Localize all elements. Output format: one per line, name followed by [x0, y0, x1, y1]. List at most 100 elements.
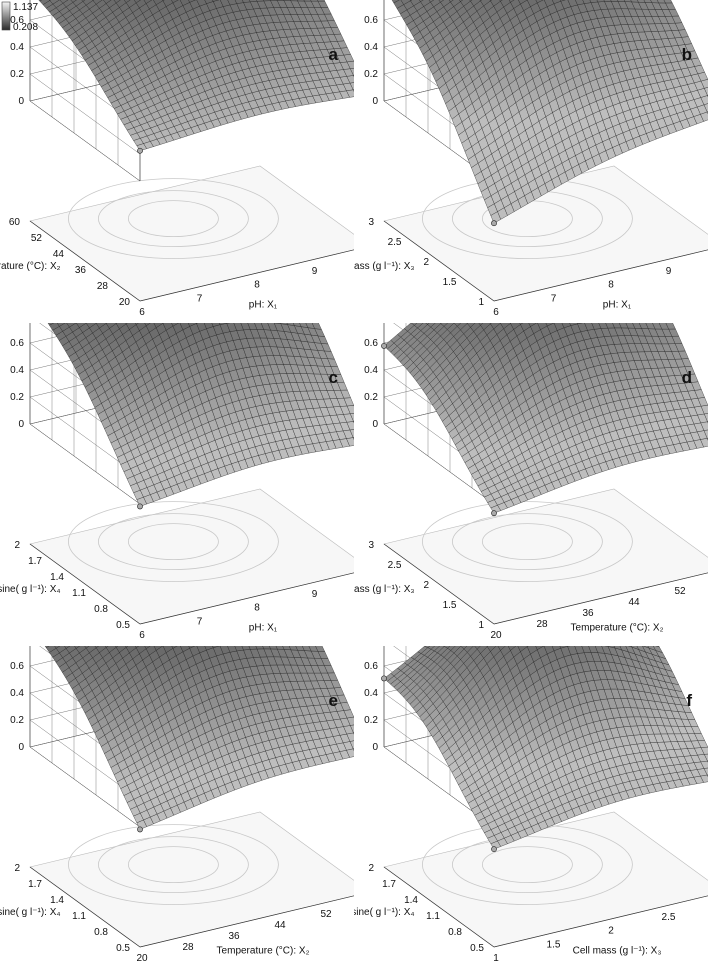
y-tick-label: 2: [14, 863, 20, 874]
x-tick-label: 36: [582, 608, 594, 619]
y-axis-ticks: 0.5 0.8 1.1 1.4 1.7 2: [14, 540, 130, 631]
floor-plane: [383, 811, 708, 948]
y-tick-label: 2: [14, 540, 20, 551]
contour-line: [127, 523, 219, 561]
floor-edges: [29, 543, 354, 625]
x-tick-label: 44: [628, 597, 640, 608]
z-tick-label: 0: [18, 419, 24, 430]
z-axis-label: L-DOPA (g l⁻¹): [0, 646, 1, 685]
panel-label: d: [682, 368, 692, 387]
z-axis-label: L-DOPA (g l⁻¹): [0, 0, 1, 39]
y-axis-ticks: 1 1.5 2 2.5 3: [368, 540, 484, 631]
x-axis-ticks: 678910: [139, 589, 318, 641]
design-point-marker: [491, 510, 497, 517]
z-axis-ticks: 00.20.40.60.811.21.4: [364, 661, 378, 753]
x-tick-label: 9: [312, 266, 318, 277]
z-tick-label: 0: [18, 96, 24, 107]
x-tick-label: 7: [197, 616, 203, 627]
x-tick-label: 8: [254, 603, 260, 614]
contour-line: [67, 824, 279, 906]
z-tick-label: 0.6: [364, 661, 378, 672]
y-tick-label: 20: [119, 297, 131, 308]
design-point-marker: [491, 220, 497, 227]
z-axis-label: L-DOPA (g l⁻¹): [354, 0, 355, 39]
z-axis-label: L-DOPA (g l⁻¹): [0, 323, 1, 362]
floor-edges: [29, 220, 354, 302]
y-tick-label: 0.5: [470, 943, 484, 954]
surface-plot-c: 00.20.40.60.811.21.46789100.50.81.11.41.…: [0, 323, 354, 641]
x-tick-label: 52: [674, 586, 686, 597]
surface-panel-e: 00.20.40.60.811.21.42028364452600.50.81.…: [0, 646, 354, 969]
panel-label: e: [329, 691, 338, 710]
response-surface: [44, 646, 354, 830]
x-tick-label: 8: [254, 280, 260, 291]
z-tick-label: 0.2: [364, 715, 378, 726]
y-tick-label: 52: [31, 233, 43, 244]
design-point-marker: [137, 503, 143, 510]
y-tick-label: 2: [423, 257, 429, 268]
surface-panel-f: 00.20.40.60.811.21.411.522.530.50.81.11.…: [354, 646, 708, 969]
response-surface: [391, 0, 708, 224]
y-tick-label: 2.5: [388, 237, 402, 248]
x-tick-label: 20: [136, 953, 148, 964]
contour-line: [67, 178, 279, 260]
y-tick-label: 0.8: [94, 604, 108, 615]
z-tick-label: 0.2: [364, 392, 378, 403]
y-axis-label: L-tyrosine( g l⁻¹): X₄: [0, 584, 61, 595]
y-tick-label: 1.1: [72, 911, 86, 922]
z-tick-label: 0.4: [364, 688, 378, 699]
floor-plane: [29, 165, 354, 302]
y-axis-label: L-tyrosine( g l⁻¹): X₄: [354, 907, 415, 918]
surface-plot-a: 00.20.40.60.811.21.4678910202836445260L-…: [0, 0, 354, 318]
z-tick-label: 0.6: [10, 661, 24, 672]
x-tick-label: 2.5: [662, 912, 676, 923]
floor-plane: [29, 488, 354, 625]
x-axis-label: pH: X₁: [249, 300, 278, 311]
colorbar-max-label: 1.137: [13, 2, 38, 13]
response-surface: [38, 0, 354, 151]
z-tick-label: 0.4: [10, 688, 24, 699]
floor-edges: [383, 220, 708, 302]
y-axis-label: Temperature (°C): X₂: [0, 261, 61, 272]
z-tick-label: 0.4: [10, 365, 24, 376]
x-tick-label: 6: [139, 307, 145, 318]
z-tick-label: 0.4: [364, 42, 378, 53]
design-point-marker: [491, 846, 497, 853]
z-tick-label: 0.6: [364, 338, 378, 349]
y-tick-label: 1.4: [50, 895, 64, 906]
z-tick-label: 0.4: [10, 42, 24, 53]
z-tick-label: 0.2: [10, 392, 24, 403]
z-tick-label: 0.2: [10, 69, 24, 80]
x-tick-label: 6: [139, 630, 145, 641]
response-surface: [47, 323, 354, 507]
design-point-marker: [137, 147, 143, 154]
surface-plot-e: 00.20.40.60.811.21.42028364452600.50.81.…: [0, 646, 354, 964]
response-surface: [383, 646, 708, 850]
y-tick-label: 1.5: [443, 600, 457, 611]
z-axis-label: L-DOPA (g l⁻¹): [354, 323, 355, 362]
y-tick-label: 28: [97, 281, 109, 292]
z-tick-label: 0: [372, 419, 378, 430]
y-axis-label: Cell mass (g l⁻¹): X₃: [354, 584, 415, 595]
z-axis-ticks: 00.20.40.60.811.21.4: [10, 338, 24, 430]
x-axis-ticks: 11.522.53: [493, 912, 676, 964]
contour-line: [421, 501, 633, 583]
surface-panel-a: 00.20.40.60.811.21.4678910202836445260L-…: [0, 0, 354, 323]
contour-line: [67, 501, 279, 583]
y-tick-label: 1.7: [382, 879, 396, 890]
x-tick-label: 1: [493, 953, 499, 964]
x-tick-label: 36: [228, 931, 240, 942]
contour-line: [481, 523, 573, 561]
x-tick-label: 9: [312, 589, 318, 600]
x-axis-ticks: 678910: [139, 266, 318, 318]
y-tick-label: 1: [478, 297, 484, 308]
y-tick-label: 44: [53, 249, 65, 260]
contour-line: [127, 846, 219, 884]
y-tick-label: 3: [368, 217, 374, 228]
z-axis-ticks: 00.20.40.60.811.21.4: [10, 15, 24, 107]
contour-line: [97, 190, 249, 248]
y-tick-label: 0.5: [116, 943, 130, 954]
x-tick-label: 20: [490, 630, 502, 641]
